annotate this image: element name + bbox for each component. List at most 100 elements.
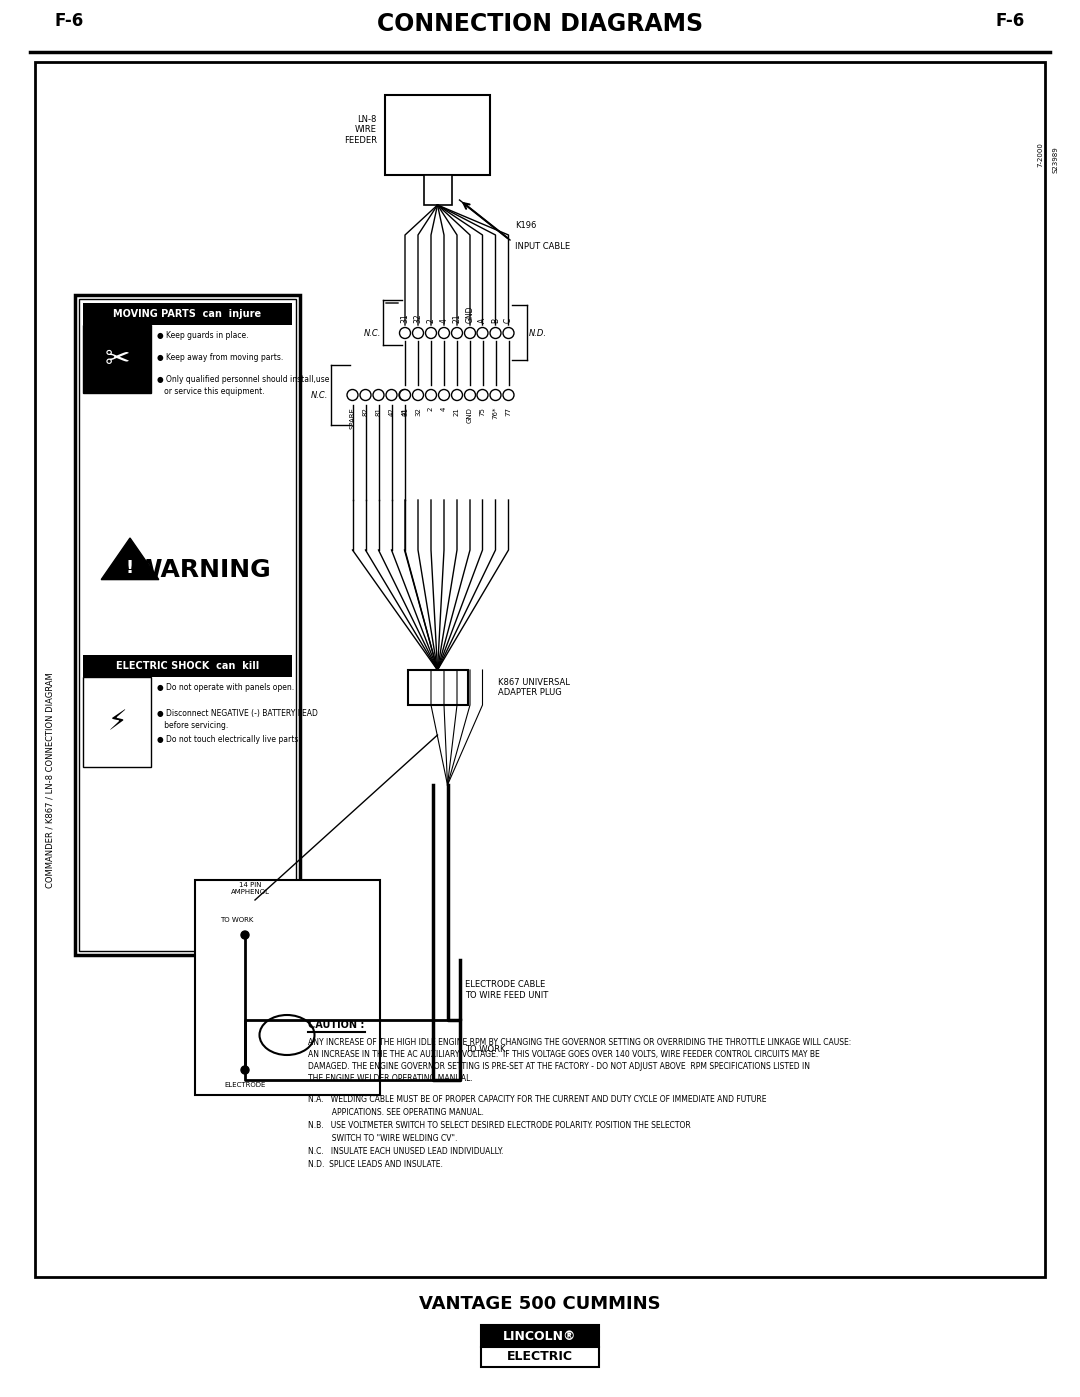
Text: COMMANDER / K867 / LN-8 CONNECTION DIAGRAM: COMMANDER / K867 / LN-8 CONNECTION DIAGR… xyxy=(45,672,54,888)
Text: 42: 42 xyxy=(389,407,394,416)
Bar xyxy=(481,1347,599,1368)
Text: K867 UNIVERSAL
ADAPTER PLUG: K867 UNIVERSAL ADAPTER PLUG xyxy=(498,678,569,697)
Text: ANY INCREASE OF THE HIGH IDLE ENGINE RPM BY CHANGING THE GOVERNOR SETTING OR OVE: ANY INCREASE OF THE HIGH IDLE ENGINE RPM… xyxy=(308,1038,851,1046)
Text: before servicing.: before servicing. xyxy=(157,721,228,731)
Bar xyxy=(481,1324,599,1347)
Text: LN-8
WIRE
FEEDER: LN-8 WIRE FEEDER xyxy=(345,115,377,145)
Text: or service this equipment.: or service this equipment. xyxy=(157,387,265,395)
Bar xyxy=(195,880,380,1095)
Circle shape xyxy=(464,390,475,401)
Circle shape xyxy=(490,327,501,338)
Circle shape xyxy=(438,390,449,401)
Text: TO WORK: TO WORK xyxy=(220,916,254,923)
Text: 21: 21 xyxy=(454,407,460,416)
Text: ELECTRIC SHOCK  can  kill: ELECTRIC SHOCK can kill xyxy=(116,661,259,671)
Text: C: C xyxy=(504,317,513,323)
Text: 2: 2 xyxy=(427,319,435,323)
Text: ⚡: ⚡ xyxy=(107,708,126,736)
Circle shape xyxy=(399,390,410,401)
Text: 7-2000: 7-2000 xyxy=(1037,142,1043,168)
Text: N.C.: N.C. xyxy=(364,328,381,338)
Bar xyxy=(83,326,151,393)
Circle shape xyxy=(360,390,372,401)
Bar xyxy=(83,655,292,678)
Bar xyxy=(35,61,1045,1277)
Text: N.D.  SPLICE LEADS AND INSULATE.: N.D. SPLICE LEADS AND INSULATE. xyxy=(308,1160,443,1169)
Text: LINCOLN®: LINCOLN® xyxy=(503,1330,577,1343)
Circle shape xyxy=(503,390,514,401)
Circle shape xyxy=(438,327,449,338)
Bar xyxy=(384,95,490,175)
Ellipse shape xyxy=(259,1016,314,1055)
Circle shape xyxy=(477,327,488,338)
Text: A: A xyxy=(478,317,487,323)
Text: ELECTRIC: ELECTRIC xyxy=(507,1351,573,1363)
Circle shape xyxy=(241,1066,249,1074)
Circle shape xyxy=(400,327,410,338)
Bar xyxy=(83,303,292,326)
Circle shape xyxy=(426,327,436,338)
Text: SWITCH TO "WIRE WELDING CV".: SWITCH TO "WIRE WELDING CV". xyxy=(308,1134,457,1143)
Circle shape xyxy=(464,327,475,338)
Text: TO WORK: TO WORK xyxy=(465,1045,505,1055)
Text: ● Keep guards in place.: ● Keep guards in place. xyxy=(157,331,248,339)
Bar xyxy=(407,671,468,705)
Text: 4: 4 xyxy=(441,407,447,411)
Circle shape xyxy=(241,930,249,939)
Text: 21: 21 xyxy=(453,313,461,323)
Text: INPUT CABLE: INPUT CABLE xyxy=(515,242,570,251)
Text: ● Disconnect NEGATIVE (-) BATTERY LEAD: ● Disconnect NEGATIVE (-) BATTERY LEAD xyxy=(157,710,318,718)
Text: 31: 31 xyxy=(402,407,408,416)
Text: THE ENGINE WELDER OPERATING MANUAL.: THE ENGINE WELDER OPERATING MANUAL. xyxy=(308,1074,473,1083)
Bar xyxy=(423,175,451,205)
Text: 31: 31 xyxy=(401,313,409,323)
Text: B: B xyxy=(491,319,500,323)
Text: 14 PIN
AMPHENOL: 14 PIN AMPHENOL xyxy=(230,882,270,895)
Text: N.A.   WELDING CABLE MUST BE OF PROPER CAPACITY FOR THE CURRENT AND DUTY CYCLE O: N.A. WELDING CABLE MUST BE OF PROPER CAP… xyxy=(308,1095,767,1104)
Bar xyxy=(79,299,296,951)
Circle shape xyxy=(413,390,423,401)
Text: ● Do not operate with panels open.: ● Do not operate with panels open. xyxy=(157,683,294,692)
Text: AN INCREASE IN THE THE AC AUXILIARY VOLTAGE.  IF THIS VOLTAGE GOES OVER 140 VOLT: AN INCREASE IN THE THE AC AUXILIARY VOLT… xyxy=(308,1051,820,1059)
Text: 82: 82 xyxy=(363,407,368,416)
Text: F-6: F-6 xyxy=(55,13,84,29)
Text: CONNECTION DIAGRAMS: CONNECTION DIAGRAMS xyxy=(377,13,703,36)
Text: N.D.: N.D. xyxy=(528,328,546,338)
Text: MOVING PARTS  can  injure: MOVING PARTS can injure xyxy=(113,309,261,319)
Text: DAMAGED. THE ENGINE GOVERNOR SETTING IS PRE-SET AT THE FACTORY - DO NOT ADJUST A: DAMAGED. THE ENGINE GOVERNOR SETTING IS … xyxy=(308,1062,810,1071)
Text: F-6: F-6 xyxy=(996,13,1025,29)
Circle shape xyxy=(413,327,423,338)
Text: 76*: 76* xyxy=(492,407,499,419)
Bar xyxy=(83,678,151,767)
Text: N.B.   USE VOLTMETER SWITCH TO SELECT DESIRED ELECTRODE POLARITY. POSITION THE S: N.B. USE VOLTMETER SWITCH TO SELECT DESI… xyxy=(308,1120,691,1130)
Text: 41: 41 xyxy=(402,407,407,416)
Bar xyxy=(75,295,300,956)
Text: S23989: S23989 xyxy=(1052,147,1058,173)
Text: !: ! xyxy=(126,559,134,577)
Text: ● Keep away from moving parts.: ● Keep away from moving parts. xyxy=(157,353,283,362)
Text: ● Only qualified personnel should install,use: ● Only qualified personnel should instal… xyxy=(157,374,329,384)
Text: SPARE: SPARE xyxy=(350,407,355,429)
Text: APPICATIONS. SEE OPERATING MANUAL.: APPICATIONS. SEE OPERATING MANUAL. xyxy=(308,1108,484,1118)
Polygon shape xyxy=(102,538,159,580)
Text: ● Do not touch electrically live parts.: ● Do not touch electrically live parts. xyxy=(157,735,300,745)
Text: 4: 4 xyxy=(440,319,448,323)
Text: ELECTRODE CABLE
TO WIRE FEED UNIT: ELECTRODE CABLE TO WIRE FEED UNIT xyxy=(465,981,549,1000)
Circle shape xyxy=(451,390,462,401)
Text: VANTAGE 500 CUMMINS: VANTAGE 500 CUMMINS xyxy=(419,1295,661,1313)
Text: ELECTRODE: ELECTRODE xyxy=(225,1083,266,1088)
Text: GND: GND xyxy=(467,407,473,423)
Circle shape xyxy=(400,390,410,401)
Text: CAUTION :: CAUTION : xyxy=(308,1020,364,1030)
Circle shape xyxy=(490,390,501,401)
Text: 32: 32 xyxy=(414,313,422,323)
Text: N.C.: N.C. xyxy=(311,391,328,400)
Circle shape xyxy=(451,327,462,338)
Text: ✂: ✂ xyxy=(105,345,130,373)
Text: N.C.   INSULATE EACH UNUSED LEAD INDIVIDUALLY.: N.C. INSULATE EACH UNUSED LEAD INDIVIDUA… xyxy=(308,1147,503,1155)
Text: 75: 75 xyxy=(480,407,486,416)
Circle shape xyxy=(477,390,488,401)
Text: K196: K196 xyxy=(515,221,537,231)
Circle shape xyxy=(426,390,436,401)
Circle shape xyxy=(373,390,384,401)
